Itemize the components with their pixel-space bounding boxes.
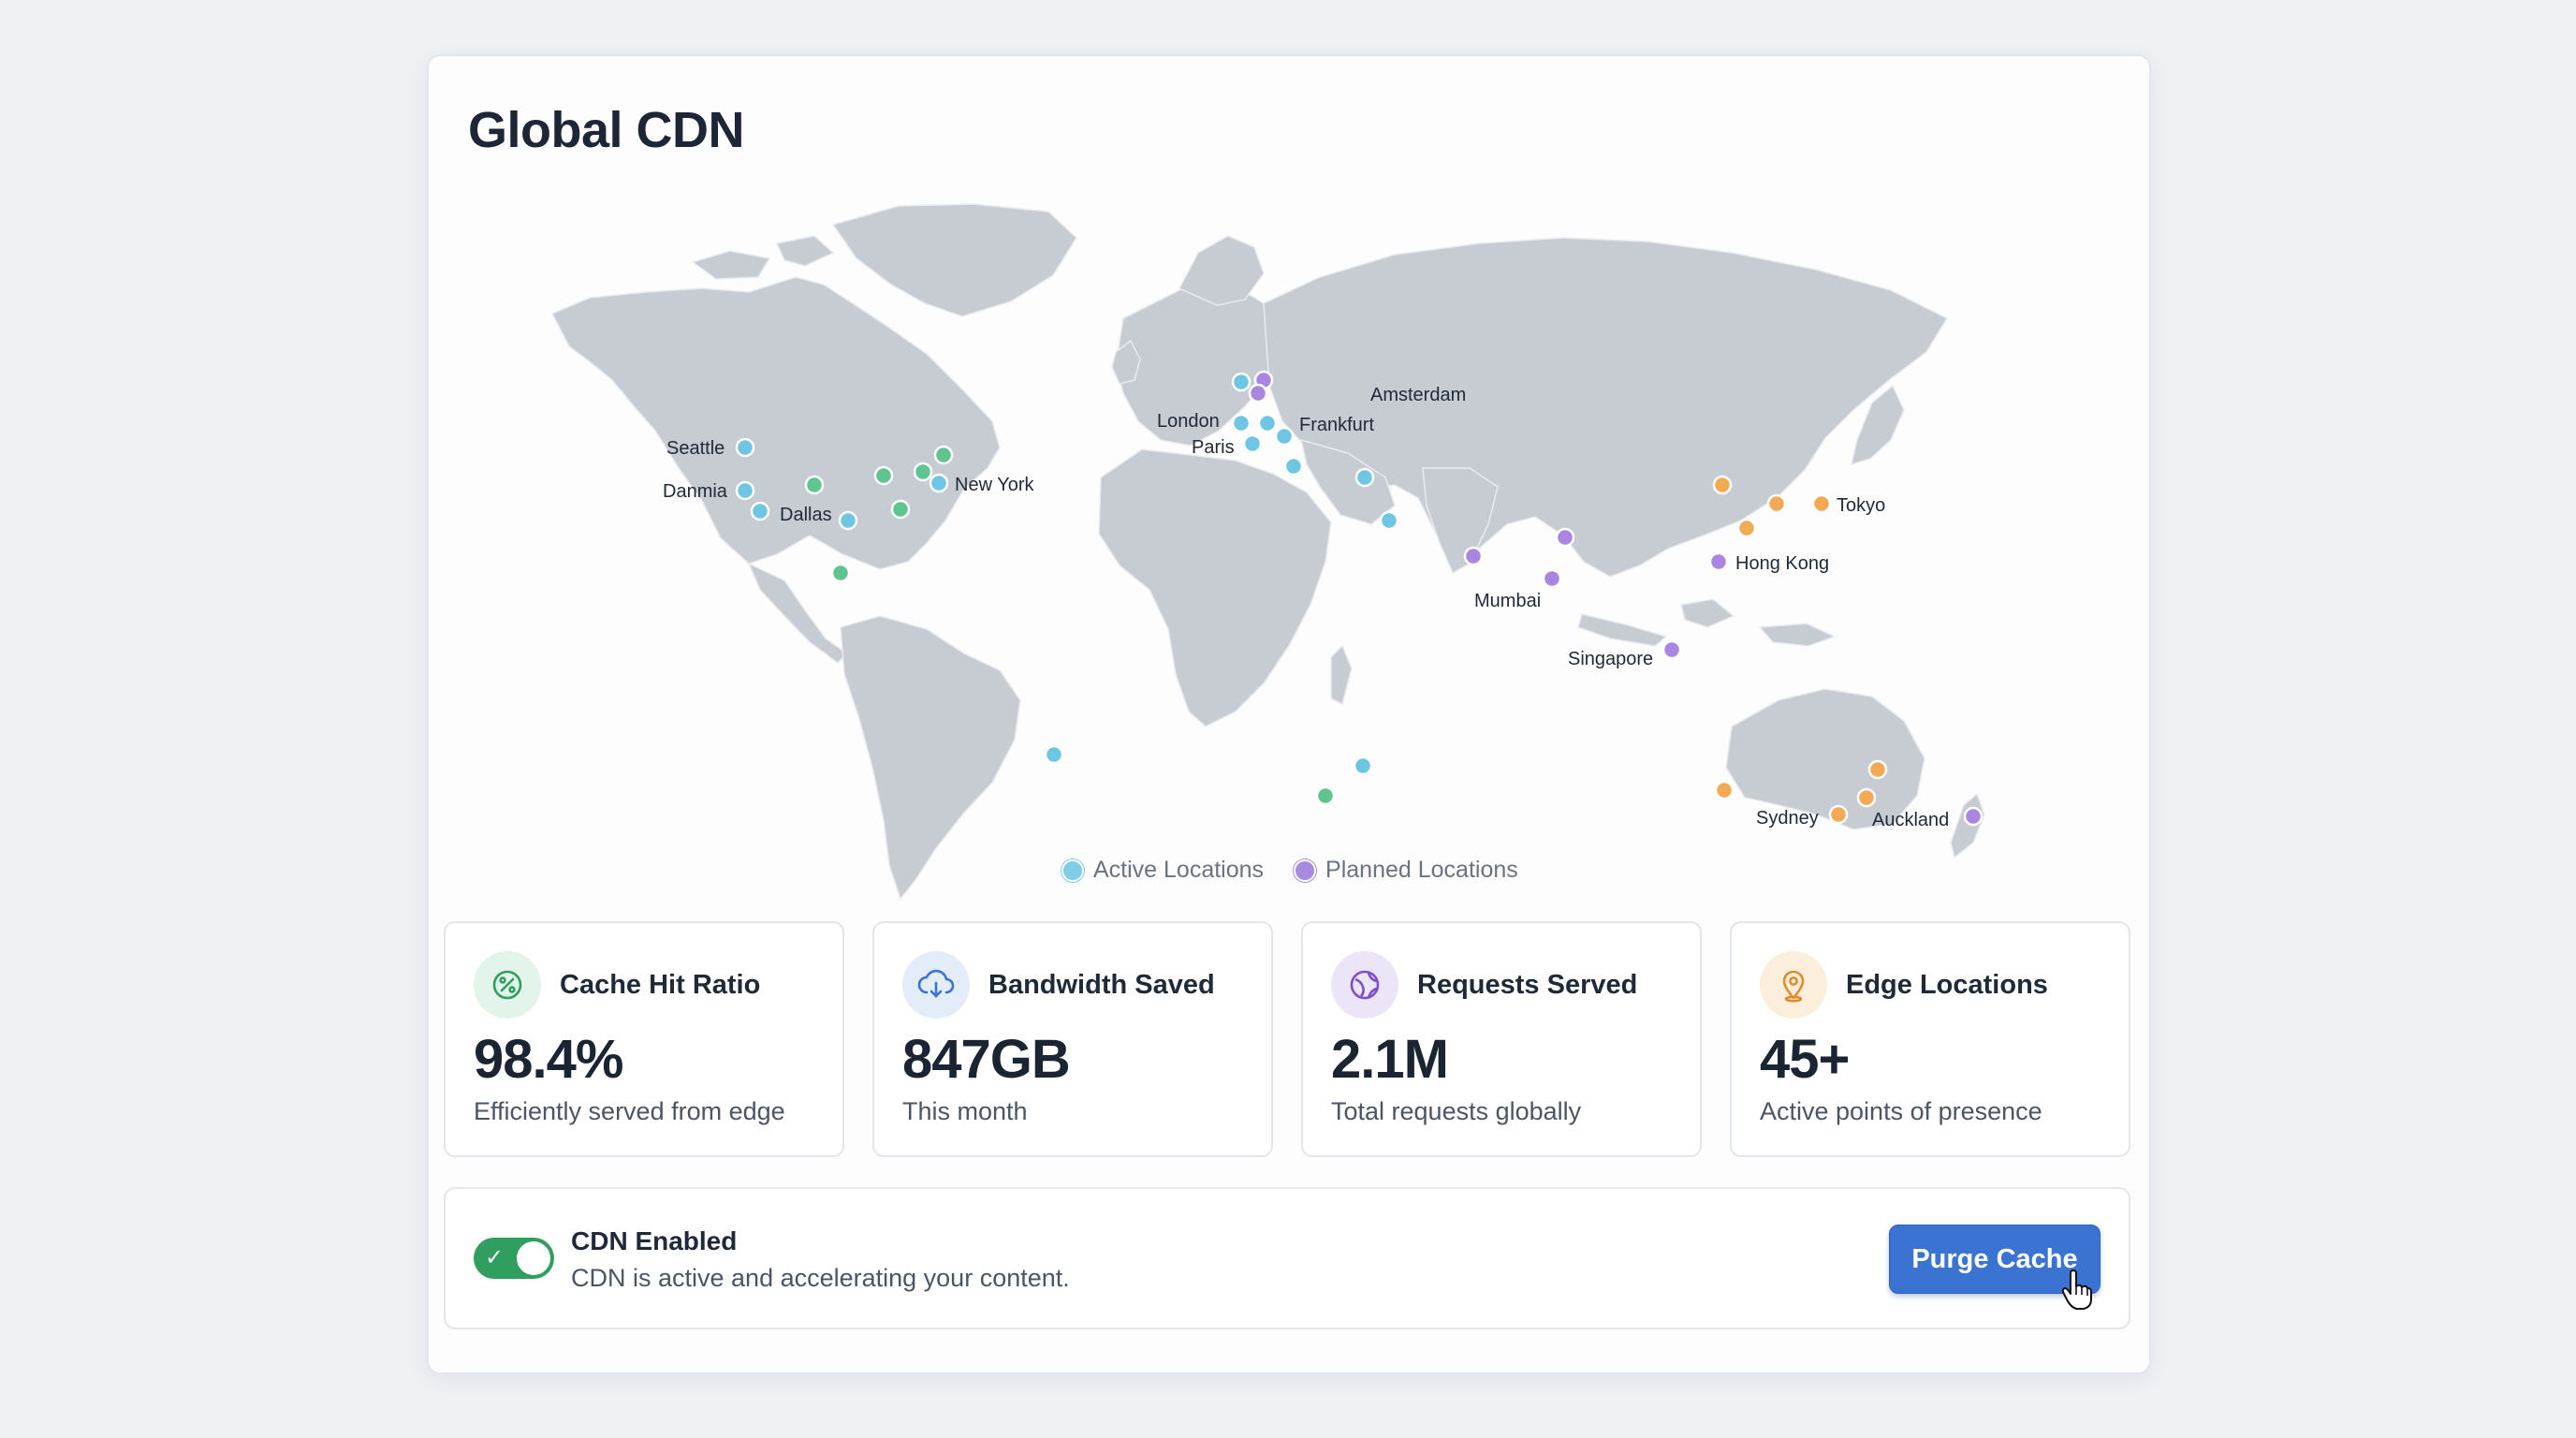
label-sydney: Sydney — [1756, 808, 1819, 829]
stat-subtitle: Active points of presence — [1760, 1097, 2042, 1125]
marker-new-york[interactable] — [929, 473, 949, 493]
legend-planned-dot — [1294, 858, 1317, 882]
map-legend: Active Locations Planned Locations — [1061, 857, 1535, 884]
label-amsterdam: Amsterdam — [1370, 385, 1466, 405]
legend-active-label: Active Locations — [1093, 857, 1265, 883]
map-pin-icon — [1760, 951, 1827, 1019]
stat-value: 847GB — [902, 1029, 1071, 1090]
marker-perth[interactable] — [1714, 780, 1734, 800]
cdn-status-bar: ✓ CDN Enabled CDN is active and accelera… — [444, 1187, 2130, 1329]
label-singapore: Singapore — [1568, 649, 1653, 669]
marker-shanghai[interactable] — [1736, 518, 1757, 538]
world-map: Seattle Danmia Dallas New York London Pa… — [550, 203, 1985, 901]
marker-hong-kong[interactable] — [1708, 551, 1729, 572]
marker-sao-paulo[interactable] — [1044, 744, 1064, 765]
world-landmass — [550, 203, 1985, 901]
stat-value: 98.4% — [474, 1029, 623, 1090]
label-seattle: Seattle — [666, 438, 724, 459]
legend-active: Active Locations — [1061, 857, 1264, 884]
label-tokyo: Tokyo — [1837, 495, 1885, 516]
cloud-download-icon — [902, 951, 970, 1019]
legend-planned-label: Planned Locations — [1325, 857, 1518, 883]
stat-value: 45+ — [1760, 1029, 1850, 1090]
hand-cursor-icon — [2061, 1269, 2092, 1310]
marker-milan[interactable] — [1283, 456, 1304, 477]
label-danmia: Danmia — [663, 481, 728, 502]
page-title: Global CDN — [468, 102, 745, 158]
stat-value: 2.1M — [1331, 1029, 1449, 1090]
stat-label: Edge Locations — [1846, 970, 2048, 1000]
label-dallas: Dallas — [780, 505, 832, 525]
stat-label: Requests Served — [1417, 970, 1638, 1000]
marker-dallas[interactable] — [838, 510, 858, 531]
marker-tokyo[interactable] — [1811, 493, 1832, 514]
label-new-york: New York — [955, 475, 1034, 495]
marker-frankfurt[interactable] — [1274, 426, 1295, 447]
marker-seattle[interactable] — [735, 437, 755, 458]
marker-stockholm[interactable] — [1231, 372, 1251, 392]
stat-label: Bandwidth Saved — [988, 970, 1215, 1000]
stat-subtitle: Efficiently served from edge — [474, 1097, 785, 1125]
marker-tel-aviv[interactable] — [1379, 510, 1399, 531]
marker-dubai[interactable] — [1463, 546, 1484, 566]
cdn-enabled-toggle[interactable]: ✓ — [474, 1238, 554, 1279]
percent-gauge-icon — [474, 951, 541, 1019]
marker-singapore[interactable] — [1661, 639, 1682, 660]
check-icon: ✓ — [485, 1245, 505, 1270]
stat-card-edge-locations: Edge Locations 45+ Active points of pres… — [1730, 921, 2130, 1157]
label-paris: Paris — [1192, 437, 1235, 458]
legend-active-dot — [1061, 858, 1084, 882]
marker-danmia[interactable] — [735, 480, 755, 501]
label-frankfurt: Frankfurt — [1299, 415, 1374, 435]
marker-johannesburg[interactable] — [1353, 756, 1373, 776]
city-labels: Seattle Danmia Dallas New York London Pa… — [663, 385, 1949, 830]
marker-london[interactable] — [1231, 413, 1251, 433]
label-auckland: Auckland — [1872, 810, 1949, 830]
purge-cache-button[interactable]: Purge Cache — [1889, 1225, 2100, 1294]
label-london: London — [1157, 411, 1220, 432]
marker-auckland[interactable] — [1963, 806, 1983, 827]
marker-mexico[interactable] — [830, 563, 851, 583]
marker-amsterdam[interactable] — [1248, 383, 1268, 404]
marker-atlanta[interactable] — [890, 499, 911, 520]
marker-central-us[interactable] — [804, 475, 825, 495]
marker-chicago[interactable] — [873, 465, 894, 486]
marker-frankfurt-w[interactable] — [1257, 413, 1278, 433]
cdn-status-title: CDN Enabled — [571, 1226, 738, 1255]
legend-planned: Planned Locations — [1294, 857, 1518, 884]
marker-mumbai[interactable] — [1542, 568, 1562, 589]
stat-card-bandwidth: Bandwidth Saved 847GB This month — [872, 921, 1273, 1157]
label-hong-kong: Hong Kong — [1735, 553, 1829, 574]
stat-subtitle: Total requests globally — [1331, 1097, 1582, 1125]
marker-paris[interactable] — [1242, 433, 1263, 454]
globe-icon — [1331, 951, 1398, 1019]
marker-sydney[interactable] — [1828, 804, 1849, 825]
marker-montreal[interactable] — [933, 445, 954, 465]
marker-toronto[interactable] — [913, 462, 933, 482]
marker-sydney-east[interactable] — [1856, 787, 1877, 808]
label-mumbai: Mumbai — [1474, 591, 1541, 611]
toggle-knob — [517, 1241, 550, 1275]
stat-subtitle: This month — [902, 1097, 1028, 1125]
marker-beijing[interactable] — [1712, 475, 1733, 495]
stat-label: Cache Hit Ratio — [560, 970, 761, 1000]
stat-card-cache-hit: Cache Hit Ratio 98.4% Efficiently served… — [444, 921, 844, 1157]
marker-brisbane[interactable] — [1867, 759, 1888, 780]
marker-istanbul[interactable] — [1354, 467, 1375, 488]
marker-delhi[interactable] — [1555, 527, 1575, 548]
marker-seoul[interactable] — [1766, 493, 1787, 514]
cdn-status-description: CDN is active and accelerating your cont… — [571, 1264, 1070, 1292]
marker-cape-town[interactable] — [1315, 785, 1336, 806]
stat-card-requests: Requests Served 2.1M Total requests glob… — [1301, 921, 1702, 1157]
location-markers — [735, 370, 1983, 827]
marker-dallas-west[interactable] — [750, 501, 770, 521]
